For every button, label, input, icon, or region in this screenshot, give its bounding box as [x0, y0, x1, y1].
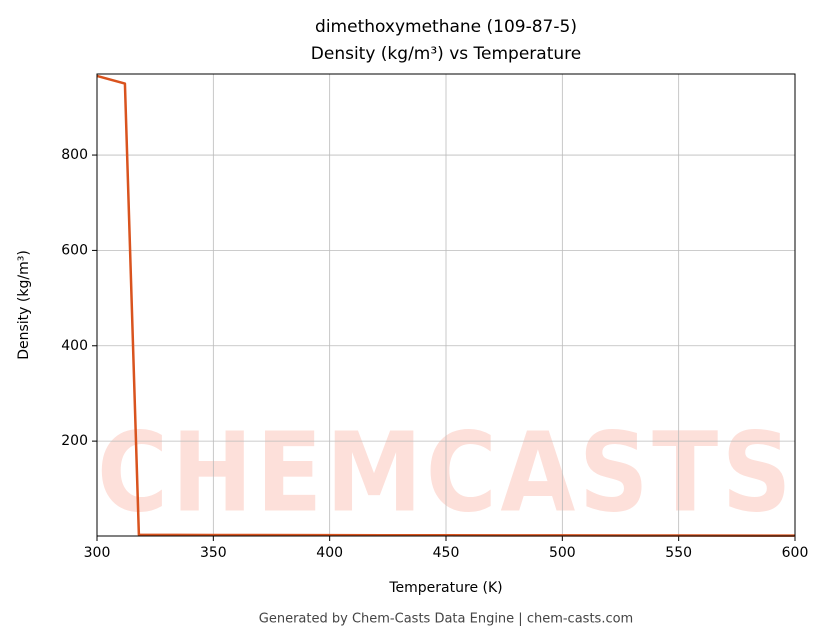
x-tick-label: 500 — [549, 545, 576, 561]
footer: Generated by Chem-Casts Data Engine | ch… — [259, 612, 633, 627]
y-axis-label: Density (kg/m³) — [16, 250, 32, 360]
chart-title: dimethoxymethane (109-87-5) — [315, 17, 577, 37]
y-tick-label: 800 — [61, 147, 88, 163]
watermark: CHEMCASTS — [97, 408, 795, 536]
x-tick-label: 450 — [433, 545, 460, 561]
y-tick-label: 200 — [61, 433, 88, 449]
data-line — [96, 74, 796, 537]
chart-subtitle: Density (kg/m³) vs Temperature — [311, 44, 581, 64]
x-tick-label: 300 — [84, 545, 111, 561]
x-tick-label: 550 — [665, 545, 692, 561]
y-tick-label: 600 — [61, 242, 88, 258]
y-tick-label: 400 — [61, 338, 88, 354]
x-axis-label: Temperature (K) — [388, 580, 502, 596]
x-tick-label: 600 — [782, 545, 809, 561]
x-tick-label: 350 — [200, 545, 227, 561]
plot-frame — [96, 73, 796, 537]
x-tick-label: 400 — [316, 545, 343, 561]
